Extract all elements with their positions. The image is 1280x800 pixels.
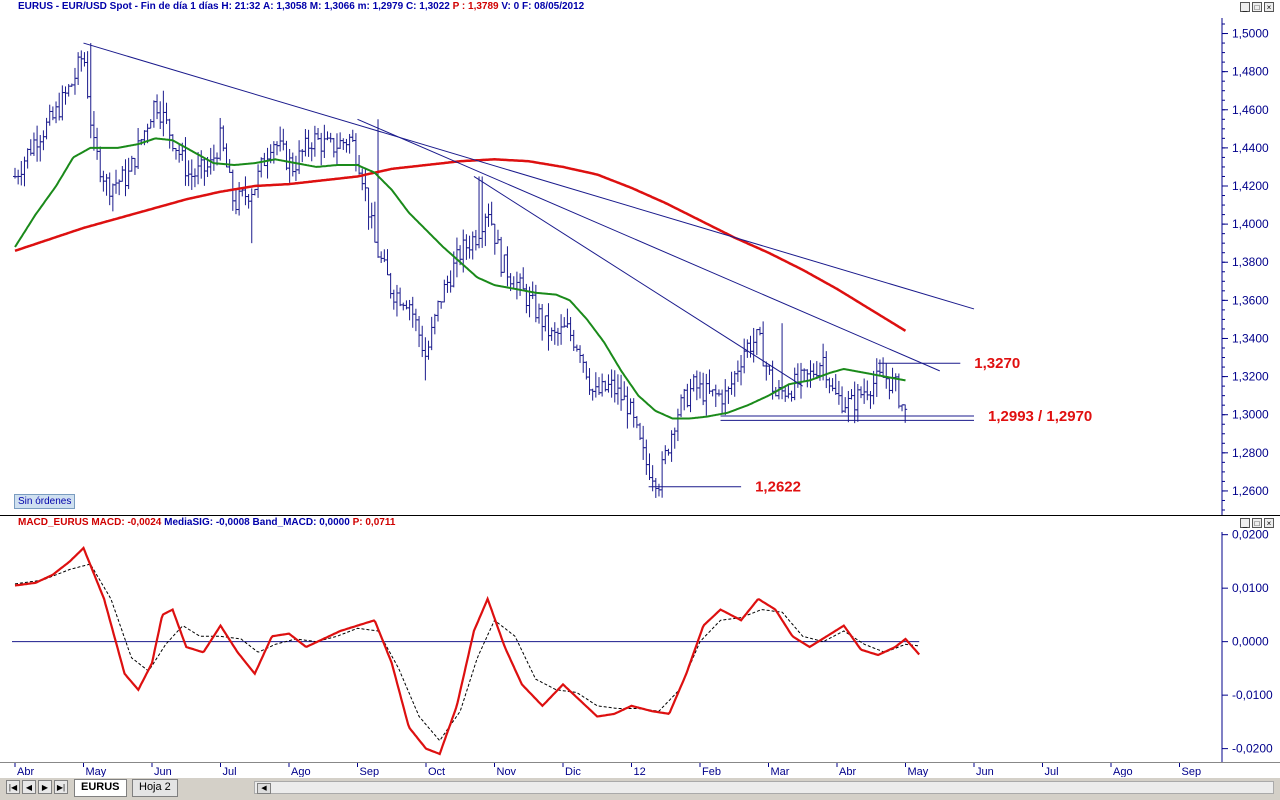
time-tick-label: 12	[634, 766, 646, 777]
time-tick-label: Jul	[1045, 766, 1059, 777]
minimize-icon[interactable]: _	[1240, 518, 1250, 528]
macd-signal-line	[14, 563, 920, 742]
macd-tick-label: 0,0000	[1232, 635, 1269, 649]
time-tick-label: Sep	[1182, 766, 1202, 777]
macd-tick-label: 0,0100	[1232, 581, 1269, 595]
price-chart-pane[interactable]: EURUS - EUR/USD Spot - Fin de día 1 días…	[0, 0, 1280, 516]
price-tick-label: 1,3600	[1232, 293, 1269, 307]
restore-icon[interactable]: □	[1252, 518, 1262, 528]
restore-icon[interactable]: □	[1252, 2, 1262, 12]
price-tick-label: 1,5000	[1232, 27, 1269, 41]
header-a: A: 1,3058	[263, 1, 307, 12]
time-tick-label: Ago	[291, 766, 311, 777]
macd-chart[interactable]: 0,0200 0,0100 0,0000 -0,0100 -0,0200	[0, 516, 1280, 762]
tab-hoja-2[interactable]: Hoja 2	[132, 779, 178, 797]
macd-header-text: MACD_EURUS MACD: -0,0024 MediaSIG: -0,00…	[0, 517, 395, 528]
time-tick-label: Mar	[771, 766, 790, 777]
level-label: 1,2622	[755, 479, 801, 496]
time-tick-label: Nov	[497, 766, 517, 777]
price-tick-label: 1,4800	[1232, 65, 1269, 79]
time-tick-label: May	[86, 766, 107, 777]
sma-short-line	[14, 137, 906, 420]
macd-line	[14, 546, 921, 756]
price-header: EURUS - EUR/USD Spot - Fin de día 1 días…	[0, 0, 1280, 16]
header-h: H: 21:32	[221, 1, 261, 12]
time-tick-label: Feb	[702, 766, 721, 777]
close-icon[interactable]: ×	[1264, 2, 1274, 12]
trend-line	[357, 118, 940, 372]
header-c: C: 1,3022	[405, 1, 450, 12]
next-sheet-icon[interactable]: ▶	[38, 780, 52, 794]
macd-tick-label: 0,0200	[1232, 528, 1269, 542]
time-tick-label: Jul	[223, 766, 237, 777]
price-chart[interactable]: 1,5000 1,4800 1,4600 1,4400 1,4200 1,4000 1,38…	[0, 0, 1280, 516]
trend-line	[473, 176, 804, 387]
price-tick-label: 1,3800	[1232, 255, 1269, 269]
macd-p: P: 0,0711	[352, 517, 396, 528]
macd-tick-label: -0,0100	[1232, 688, 1273, 702]
tab-eurus[interactable]: EURUS	[74, 779, 127, 797]
time-tick-label: Dic	[565, 766, 581, 777]
time-tick-label: Abr	[839, 766, 856, 777]
price-tick-label: 1,4200	[1232, 179, 1269, 193]
scroll-left-icon[interactable]: ◀	[257, 783, 271, 794]
time-tick-label: Sep	[360, 766, 380, 777]
price-tick-label: 1,3200	[1232, 370, 1269, 384]
macd-prefix: MACD_EURUS	[18, 517, 89, 528]
level-label: 1,2993 / 1,2970	[988, 408, 1092, 425]
price-tick-label: 1,2600	[1232, 484, 1269, 498]
price-tick-label: 1,3000	[1232, 408, 1269, 422]
price-tick-label: 1,4000	[1232, 217, 1269, 231]
price-window-controls: _ □ ×	[1240, 2, 1274, 12]
macd-tick-label: -0,0200	[1232, 742, 1273, 756]
time-tick-label: Jun	[154, 766, 172, 777]
price-tick-label: 1,4400	[1232, 141, 1269, 155]
prev-sheet-icon[interactable]: ◀	[22, 780, 36, 794]
time-axis-labels: Abr May Jun Jul Ago Sep Oct Nov Dic 12 Feb Mar Abr Ma…	[14, 763, 1202, 778]
last-sheet-icon[interactable]: ▶|	[54, 780, 68, 794]
orders-status-label[interactable]: Sin órdenes	[14, 494, 76, 509]
level-label: 1,3270	[974, 355, 1020, 372]
time-tick-label: May	[908, 766, 929, 777]
price-tick-label: 1,3400	[1232, 331, 1269, 345]
first-sheet-icon[interactable]: |◀	[6, 780, 20, 794]
header-v: V: 0	[501, 1, 520, 12]
header-f: F: 08/05/2012	[521, 1, 585, 12]
header-m: M: 1,3066	[309, 1, 355, 12]
header-p: P : 1,3789	[452, 1, 499, 12]
macd-header: MACD_EURUS MACD: -0,0024 MediaSIG: -0,00…	[0, 516, 1280, 532]
macd-value: MACD: -0,0024	[91, 517, 162, 528]
horizontal-scrollbar[interactable]: ◀	[254, 781, 1274, 794]
close-icon[interactable]: ×	[1264, 518, 1274, 528]
price-tick-label: 1,4600	[1232, 103, 1269, 117]
sma-long-line	[14, 158, 907, 332]
macd-signal: MediaSIG: -0,0008	[164, 517, 250, 528]
macd-band: Band_MACD: 0,0000	[252, 517, 350, 528]
macd-window-controls: _ □ ×	[1240, 518, 1274, 528]
header-prefix: EURUS - EUR/USD Spot - Fin de día 1 días	[18, 1, 219, 12]
header-min: m: 1,2979	[357, 1, 404, 12]
time-tick-label: Ago	[1113, 766, 1133, 777]
sheet-tabs-bar: |◀ ◀ ▶ ▶| EURUS Hoja 2 ◀	[0, 777, 1280, 797]
trend-line	[83, 42, 975, 310]
time-tick-label: Oct	[428, 766, 445, 777]
macd-chart-pane[interactable]: MACD_EURUS MACD: -0,0024 MediaSIG: -0,00…	[0, 516, 1280, 762]
price-tick-label: 1,2800	[1232, 446, 1269, 460]
time-axis[interactable]: Abr May Jun Jul Ago Sep Oct Nov Dic 12 Feb Mar Abr Ma…	[0, 762, 1280, 778]
price-header-text: EURUS - EUR/USD Spot - Fin de día 1 días…	[0, 1, 584, 12]
time-tick-label: Abr	[17, 766, 34, 777]
time-tick-label: Jun	[976, 766, 994, 777]
minimize-icon[interactable]: _	[1240, 2, 1250, 12]
